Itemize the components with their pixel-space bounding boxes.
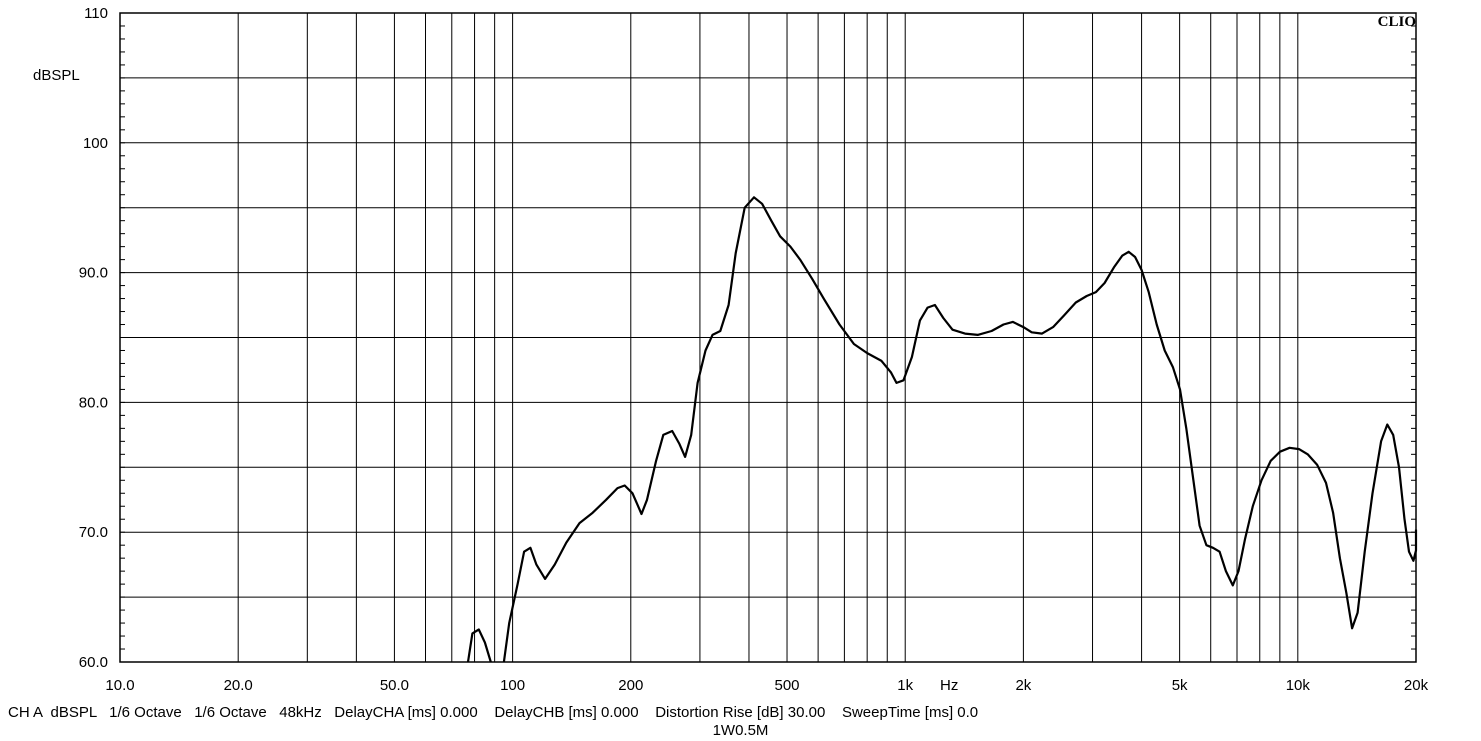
y-tick-label: 80.0 <box>79 394 108 411</box>
x-tick-label: 20.0 <box>224 677 253 694</box>
brand-logo-text: CLIO <box>1378 14 1416 30</box>
x-axis-label: Hz <box>940 677 958 694</box>
x-tick-label: 1k <box>897 677 913 694</box>
y-axis-label: dBSPL <box>33 67 80 84</box>
x-tick-label: 2k <box>1015 677 1031 694</box>
response-curve <box>466 196 1418 663</box>
x-tick-label: 50.0 <box>380 677 409 694</box>
y-tick-label: 90.0 <box>79 265 108 282</box>
chart-caption: 1W0.5M <box>712 722 769 739</box>
grid <box>120 13 1416 662</box>
y-tick-label: 110 <box>84 5 108 22</box>
x-tick-label: 10k <box>1286 677 1311 694</box>
x-tick-label: 500 <box>775 677 800 694</box>
x-tick-label: 100 <box>500 677 525 694</box>
y-tick-label: 70.0 <box>79 524 108 541</box>
axis-ticks: 110 100 90.0 80.0 70.0 60.0 10.0 20.0 50.0 100 200… <box>79 5 1429 694</box>
x-tick-label: 20k <box>1404 677 1429 694</box>
x-tick-label: 200 <box>618 677 643 694</box>
y-tick-label: 60.0 <box>79 654 108 671</box>
measurement-settings: CH A dBSPL 1/6 Octave 1/6 Octave 48kHz D… <box>8 704 979 721</box>
series-line-segment <box>466 628 492 663</box>
x-tick-label: 10.0 <box>105 677 134 694</box>
series-line-segment <box>502 196 1418 663</box>
x-tick-label: 5k <box>1172 677 1188 694</box>
y-tick-label: 100 <box>83 135 108 152</box>
